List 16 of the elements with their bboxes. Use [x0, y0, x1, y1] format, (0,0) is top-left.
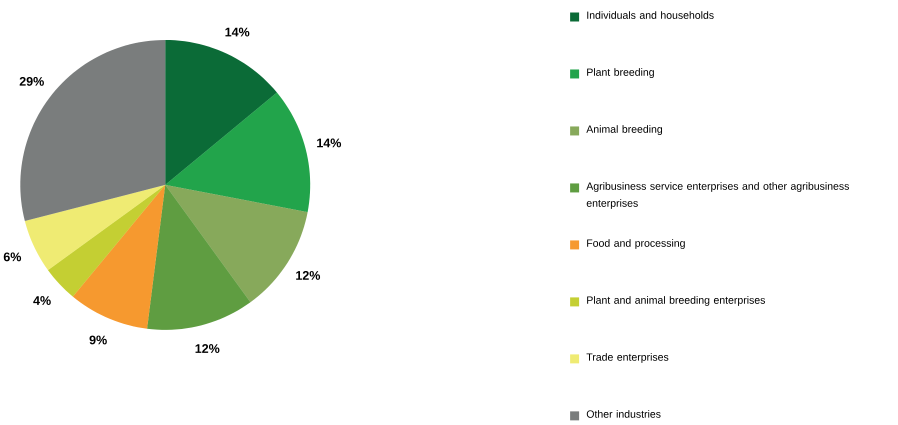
data-label: 12% [296, 271, 320, 280]
legend-label: Food and processing [587, 239, 685, 249]
legend-label: Plant breeding [587, 68, 654, 78]
data-label: 12% [196, 344, 220, 354]
data-label: 14% [317, 138, 342, 148]
data-label: 9% [90, 336, 107, 344]
data-label: 29% [20, 77, 44, 86]
legend-label: Plant and animal breeding enterprises [587, 296, 766, 306]
legend-label: Other industries [586, 410, 661, 418]
legend-label: Agribusiness service enterprises and other agribusiness enterprises [586, 182, 849, 209]
legend-label: Trade enterprises [586, 353, 668, 363]
data-label: 14% [225, 28, 250, 37]
legend-label: Individuals and households [587, 11, 714, 19]
legend-label: Animal breeding [586, 125, 662, 135]
data-label: 4% [33, 296, 51, 306]
data-label: 6% [4, 252, 22, 262]
